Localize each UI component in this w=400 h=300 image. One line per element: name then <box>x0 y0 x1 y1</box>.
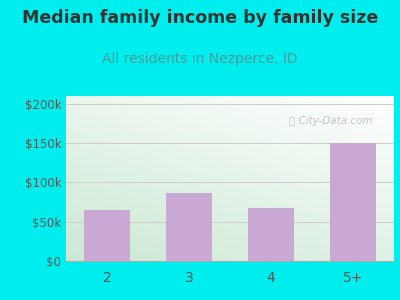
Bar <box>330 143 376 261</box>
Bar <box>166 193 212 261</box>
Bar <box>84 210 130 261</box>
Text: Ⓣ City-Data.com: Ⓣ City-Data.com <box>289 116 373 126</box>
Text: Median family income by family size: Median family income by family size <box>22 9 378 27</box>
Bar <box>248 208 294 261</box>
Text: All residents in Nezperce, ID: All residents in Nezperce, ID <box>102 52 298 67</box>
